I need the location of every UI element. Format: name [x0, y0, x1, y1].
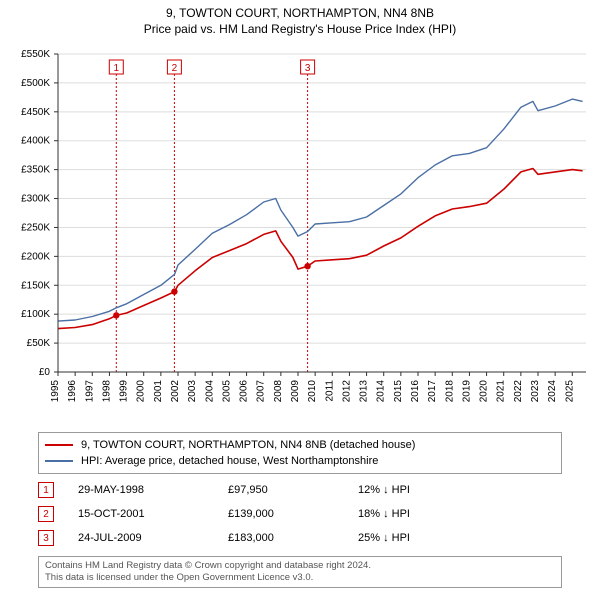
svg-text:2014: 2014 [376, 380, 387, 403]
svg-text:£250K: £250K [21, 222, 50, 233]
svg-text:1995: 1995 [50, 380, 61, 403]
svg-text:2016: 2016 [410, 380, 421, 403]
legend-item: 9, TOWTON COURT, NORTHAMPTON, NN4 8NB (d… [45, 437, 555, 453]
svg-text:£300K: £300K [21, 194, 50, 205]
marker-date: 29-MAY-1998 [78, 484, 228, 496]
svg-text:1998: 1998 [101, 380, 112, 403]
svg-text:2011: 2011 [324, 380, 335, 402]
marker-badge-1: 1 [38, 482, 54, 498]
svg-text:1: 1 [114, 63, 120, 74]
footer-line: Contains HM Land Registry data © Crown c… [45, 560, 555, 572]
svg-text:£350K: £350K [21, 165, 50, 176]
svg-text:£0: £0 [39, 367, 51, 378]
svg-text:1997: 1997 [84, 380, 95, 403]
svg-text:2004: 2004 [204, 380, 215, 403]
svg-text:£400K: £400K [21, 136, 50, 147]
legend-label: 9, TOWTON COURT, NORTHAMPTON, NN4 8NB (d… [81, 439, 415, 451]
chart-subtitle: Price paid vs. HM Land Registry's House … [0, 22, 600, 36]
svg-text:£50K: £50K [27, 338, 51, 349]
markers-table: 1 29-MAY-1998 £97,950 12% ↓ HPI 2 15-OCT… [38, 478, 562, 550]
marker-price: £97,950 [228, 484, 358, 496]
svg-text:2010: 2010 [307, 380, 318, 403]
svg-text:2009: 2009 [290, 380, 301, 403]
svg-text:£150K: £150K [21, 280, 50, 291]
legend: 9, TOWTON COURT, NORTHAMPTON, NN4 8NB (d… [38, 432, 562, 474]
svg-text:2005: 2005 [221, 380, 232, 403]
svg-text:3: 3 [305, 63, 311, 74]
svg-text:2013: 2013 [359, 380, 370, 403]
chart-area: £0 £50K £100K £150K £200K £250K £300K £350K £400… [8, 48, 592, 426]
svg-text:2007: 2007 [256, 380, 267, 403]
svg-text:2025: 2025 [564, 380, 575, 403]
svg-text:2000: 2000 [136, 380, 147, 403]
svg-text:£500K: £500K [21, 78, 50, 89]
legend-label: HPI: Average price, detached house, West… [81, 455, 378, 467]
svg-text:£450K: £450K [21, 107, 50, 118]
svg-text:2017: 2017 [427, 380, 438, 403]
svg-text:2012: 2012 [341, 380, 352, 403]
svg-text:1996: 1996 [67, 380, 78, 403]
svg-text:2003: 2003 [187, 380, 198, 403]
marker-price: £183,000 [228, 532, 358, 544]
legend-swatch-property [45, 444, 73, 446]
marker-price: £139,000 [228, 508, 358, 520]
svg-text:2: 2 [172, 63, 178, 74]
footer-line: This data is licensed under the Open Gov… [45, 572, 555, 584]
marker-row: 1 29-MAY-1998 £97,950 12% ↓ HPI [38, 478, 562, 502]
marker-badge-2: 2 [38, 506, 54, 522]
svg-text:2024: 2024 [547, 380, 558, 403]
marker-diff: 25% ↓ HPI [358, 532, 410, 544]
marker-badge-3: 3 [38, 530, 54, 546]
marker-date: 24-JUL-2009 [78, 532, 228, 544]
svg-text:2022: 2022 [513, 380, 524, 403]
svg-text:2001: 2001 [153, 380, 164, 403]
attribution-footer: Contains HM Land Registry data © Crown c… [38, 556, 562, 588]
svg-text:2023: 2023 [530, 380, 541, 403]
svg-text:2015: 2015 [393, 380, 404, 403]
svg-text:£100K: £100K [21, 309, 50, 320]
marker-diff: 18% ↓ HPI [358, 508, 410, 520]
legend-swatch-hpi [45, 460, 73, 462]
marker-date: 15-OCT-2001 [78, 508, 228, 520]
svg-text:2008: 2008 [273, 380, 284, 403]
legend-item: HPI: Average price, detached house, West… [45, 453, 555, 469]
svg-text:2006: 2006 [239, 380, 250, 403]
svg-text:2018: 2018 [444, 380, 455, 403]
svg-text:2002: 2002 [170, 380, 181, 403]
chart-title: 9, TOWTON COURT, NORTHAMPTON, NN4 8NB [0, 6, 600, 20]
svg-text:£550K: £550K [21, 49, 50, 60]
line-chart-svg: £0 £50K £100K £150K £200K £250K £300K £350K £400… [8, 48, 592, 426]
svg-text:1999: 1999 [119, 380, 130, 403]
svg-text:2020: 2020 [479, 380, 490, 403]
marker-row: 3 24-JUL-2009 £183,000 25% ↓ HPI [38, 526, 562, 550]
svg-text:£200K: £200K [21, 251, 50, 262]
marker-diff: 12% ↓ HPI [358, 484, 410, 496]
svg-text:2019: 2019 [461, 380, 472, 403]
marker-row: 2 15-OCT-2001 £139,000 18% ↓ HPI [38, 502, 562, 526]
svg-text:2021: 2021 [496, 380, 507, 403]
